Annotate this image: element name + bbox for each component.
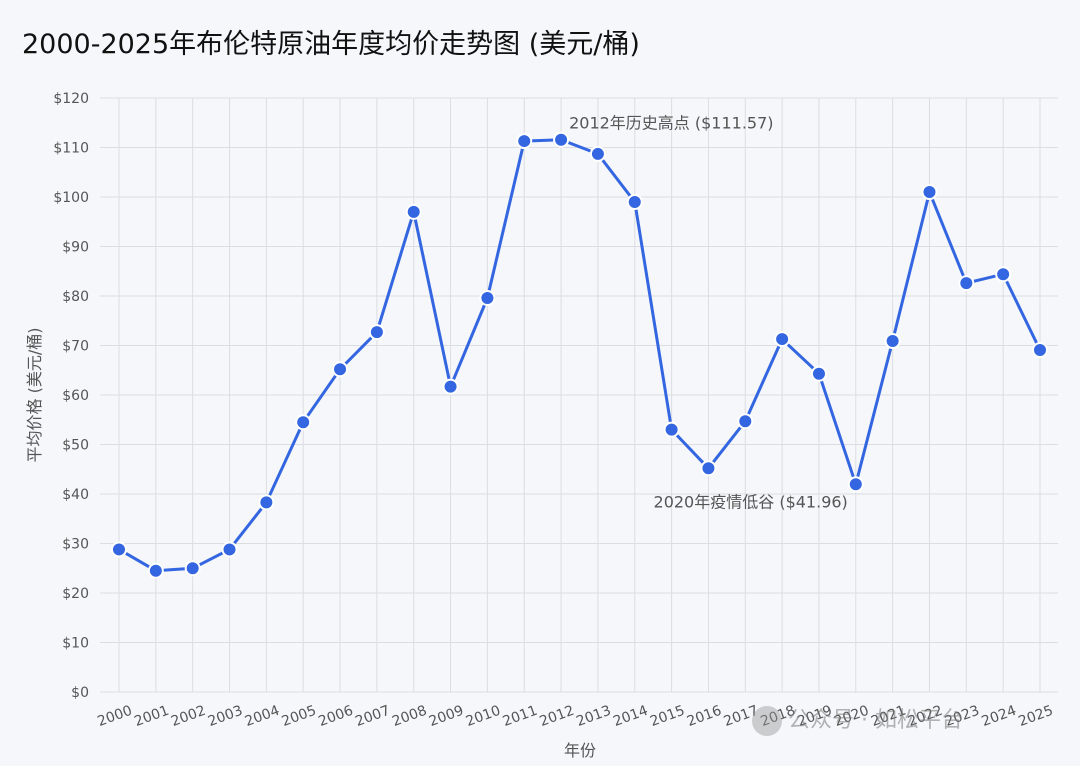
data-point-2008[interactable] <box>405 203 422 220</box>
data-point-2025[interactable] <box>1032 341 1048 358</box>
y-tick-label: $100 <box>53 190 89 206</box>
x-axis-label: 年份 <box>564 741 596 760</box>
annotation-2012: 2012年历史高点 ($111.57) <box>569 114 773 133</box>
x-tick-label: 2016 <box>685 703 724 730</box>
wechat-logo-icon <box>752 706 782 736</box>
data-point-2022[interactable] <box>921 184 938 201</box>
grid <box>100 97 1058 693</box>
y-tick-label: $10 <box>62 636 89 652</box>
x-tick-label: 2008 <box>390 703 429 730</box>
data-point-2002[interactable] <box>184 560 201 577</box>
watermark: 公众号 · 如松平台 <box>752 702 963 736</box>
x-tick-label: 2025 <box>1016 703 1055 730</box>
data-point-2010[interactable] <box>479 289 496 306</box>
x-tick-label: 2011 <box>501 703 540 730</box>
data-points <box>111 131 1048 579</box>
y-tick-label: $80 <box>62 289 89 305</box>
y-tick-label: $70 <box>62 339 89 355</box>
y-tick-label: $40 <box>62 487 89 503</box>
series-line <box>118 138 1042 573</box>
data-point-2014[interactable] <box>626 193 643 210</box>
data-point-2003[interactable] <box>221 541 238 558</box>
x-tick-label: 2003 <box>206 703 245 730</box>
x-tick-label: 2001 <box>132 703 171 730</box>
y-tick-label: $30 <box>62 537 89 553</box>
data-point-2020[interactable] <box>847 476 864 493</box>
data-point-2021[interactable] <box>884 333 901 350</box>
data-point-2023[interactable] <box>958 275 975 292</box>
annotations: 2012年历史高点 ($111.57) 2020年疫情低谷 ($41.96) <box>569 114 848 512</box>
y-axis: $0 $10 $20 $30 $40 $50 $60 $70 $80 $90 $100 $110 $12… <box>53 91 89 701</box>
data-point-2004[interactable] <box>258 494 275 511</box>
y-tick-label: $120 <box>53 91 89 107</box>
data-point-2016[interactable] <box>700 460 717 477</box>
x-tick-label: 2010 <box>464 703 503 730</box>
x-tick-label: 2014 <box>611 703 650 730</box>
watermark-text: 公众号 · 如松平台 <box>788 708 963 733</box>
x-tick-label: 2009 <box>427 703 466 730</box>
data-point-2024[interactable] <box>995 266 1012 283</box>
x-tick-label: 2005 <box>280 703 319 730</box>
y-axis-label: 平均价格 (美元/桶) <box>25 328 44 463</box>
y-tick-label: $20 <box>62 586 89 602</box>
data-point-2019[interactable] <box>810 365 827 382</box>
y-tick-label: $60 <box>62 388 89 404</box>
data-point-2007[interactable] <box>368 324 385 341</box>
x-tick-label: 2024 <box>980 703 1019 730</box>
x-tick-label: 2004 <box>243 703 282 730</box>
chart-title: 2000-2025年布伦特原油年度均价走势图 (美元/桶) <box>22 29 640 60</box>
x-tick-label: 2007 <box>353 703 392 730</box>
data-point-2011[interactable] <box>516 133 533 150</box>
data-point-2018[interactable] <box>774 331 791 348</box>
y-tick-label: $90 <box>62 240 89 256</box>
data-point-2000[interactable] <box>111 541 127 558</box>
data-point-2006[interactable] <box>332 361 349 378</box>
data-point-2013[interactable] <box>589 145 606 162</box>
x-tick-label: 2006 <box>316 703 355 730</box>
data-point-2015[interactable] <box>663 421 680 438</box>
data-point-2009[interactable] <box>442 378 459 395</box>
data-point-2017[interactable] <box>737 413 754 430</box>
x-tick-label: 2012 <box>537 703 576 730</box>
data-point-2001[interactable] <box>147 562 164 579</box>
data-point-2005[interactable] <box>295 414 312 431</box>
data-point-2012[interactable] <box>553 131 570 148</box>
x-tick-label: 2000 <box>95 703 134 730</box>
y-tick-label: $110 <box>53 141 89 157</box>
y-tick-label: $0 <box>71 685 89 701</box>
y-tick-label: $50 <box>62 438 89 454</box>
x-tick-label: 2013 <box>574 703 613 730</box>
x-tick-label: 2002 <box>169 703 208 730</box>
annotation-2020: 2020年疫情低谷 ($41.96) <box>654 492 848 511</box>
x-tick-label: 2015 <box>648 703 687 730</box>
